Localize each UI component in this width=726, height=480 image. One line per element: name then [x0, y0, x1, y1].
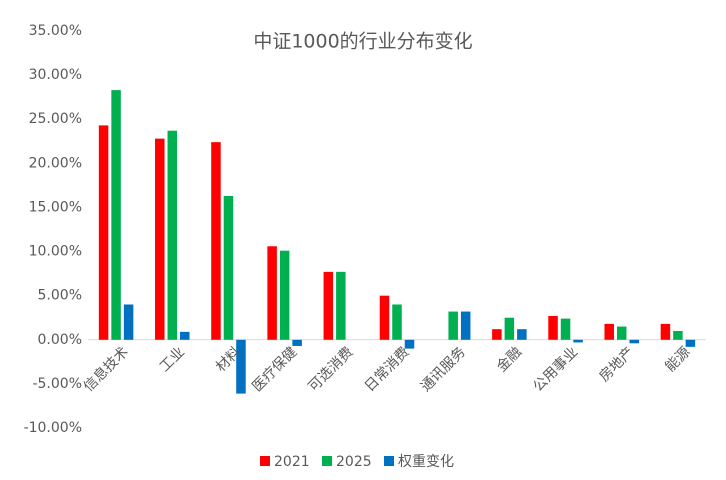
bar: [167, 130, 178, 340]
bar: [404, 339, 415, 349]
x-tick-label: 房地产: [596, 344, 637, 385]
bar: [236, 339, 246, 394]
bar: [504, 317, 515, 340]
x-tick-label: 日常消费: [362, 344, 413, 395]
legend-swatch: [322, 456, 332, 466]
bar: [155, 138, 165, 340]
bar: [573, 339, 583, 343]
x-tick-label: 能源: [662, 344, 693, 375]
legend-swatch: [260, 456, 270, 466]
chart-title: 中证1000的行业分布变化: [253, 31, 472, 53]
y-tick-label: 30.00%: [29, 67, 82, 83]
bar: [211, 142, 221, 340]
bar: [629, 339, 639, 344]
y-tick-label: 20.00%: [29, 155, 82, 171]
bar: [560, 318, 571, 340]
bar: [548, 315, 558, 340]
y-tick-label: 25.00%: [29, 111, 82, 127]
legend-label: 2025: [336, 454, 372, 470]
bar: [460, 311, 471, 340]
x-tick-label: 金融: [494, 344, 525, 375]
legend-swatch: [384, 456, 394, 466]
bar: [604, 323, 614, 340]
bar: [111, 90, 121, 340]
bar: [123, 304, 134, 340]
bar: [448, 311, 458, 340]
bar: [267, 246, 277, 340]
y-tick-label: -5.00%: [32, 376, 82, 392]
y-tick-label: 5.00%: [38, 288, 82, 304]
legend-label: 权重变化: [398, 454, 454, 470]
y-tick-label: 15.00%: [29, 199, 82, 215]
bar: [517, 329, 527, 340]
bar: [180, 331, 190, 340]
bar: [492, 329, 502, 340]
bar: [392, 304, 402, 340]
x-tick-label: 工业: [157, 344, 188, 375]
bar: [323, 271, 334, 340]
x-tick-label: 公用事业: [530, 344, 581, 395]
bar: [379, 295, 390, 340]
bar: [673, 330, 683, 340]
y-tick-label: 0.00%: [38, 332, 82, 348]
bar: [336, 271, 346, 340]
y-tick-label: 35.00%: [29, 23, 82, 39]
x-tick-label: 可选消费: [306, 344, 357, 395]
bar: [279, 250, 290, 340]
bar: [685, 339, 696, 347]
bar: [292, 339, 302, 346]
bar: [98, 125, 109, 340]
y-tick-label: 10.00%: [29, 244, 82, 260]
bar: [223, 195, 234, 340]
x-tick-label: 通讯服务: [418, 344, 469, 395]
y-tick-label: -10.00%: [24, 420, 82, 436]
bar: [616, 326, 627, 340]
x-tick-label: 信息技术: [80, 343, 132, 395]
bar: [660, 323, 671, 340]
legend-label: 2021: [274, 454, 310, 470]
x-tick-label: 医疗保健: [249, 344, 300, 395]
